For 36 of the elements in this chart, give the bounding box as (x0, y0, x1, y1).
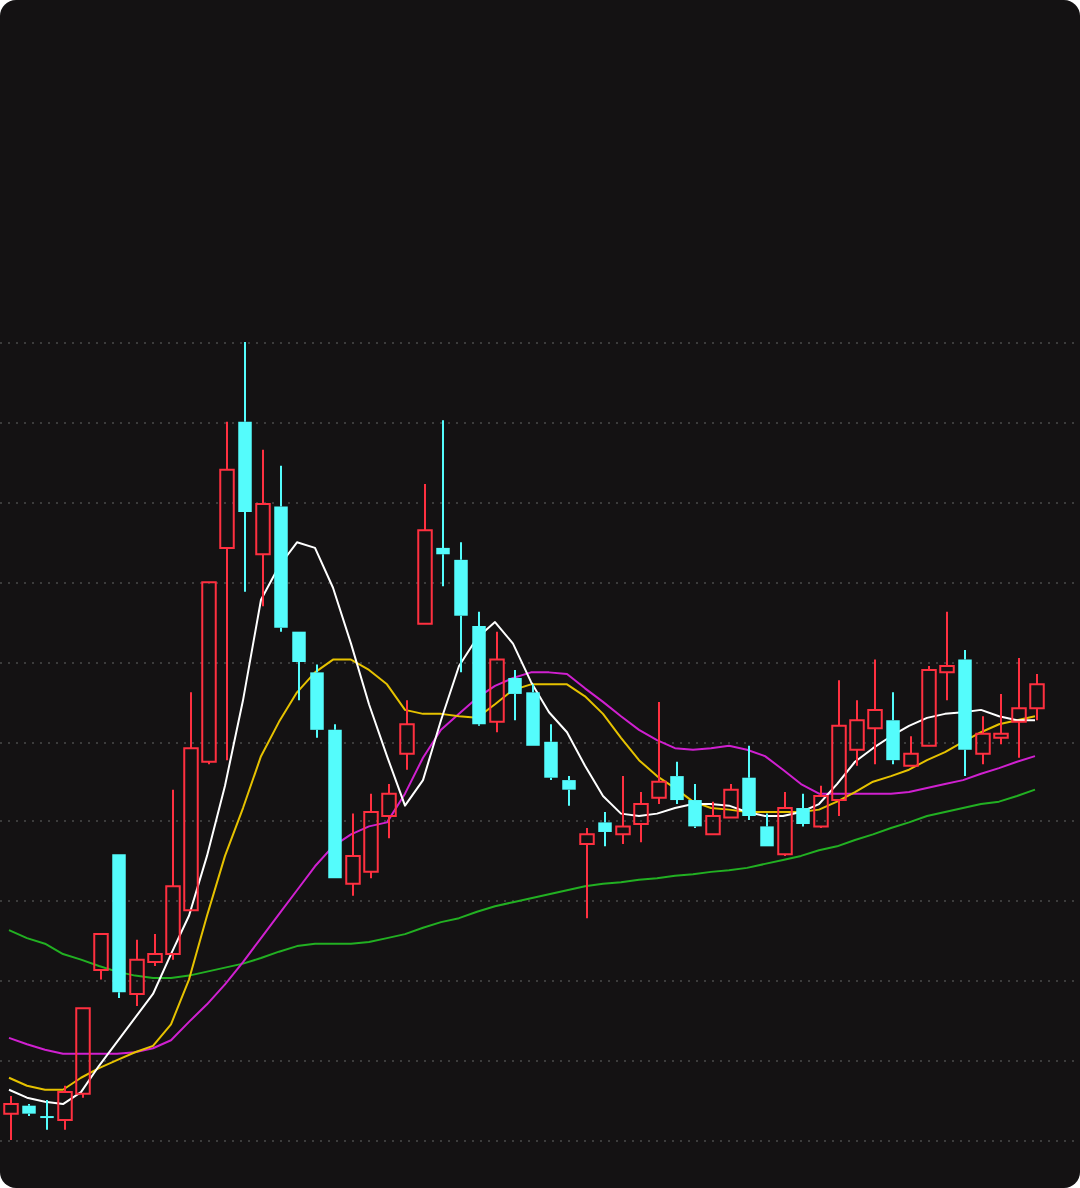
candlestick (886, 691, 900, 766)
candlestick (742, 744, 756, 821)
candlestick (292, 631, 306, 702)
candlestick (3, 1095, 19, 1141)
candlestick (670, 760, 684, 806)
candlestick (526, 683, 540, 746)
candlestick (562, 775, 576, 807)
candlestick (22, 1103, 36, 1118)
candlestick (93, 933, 109, 981)
candlestick (328, 723, 342, 879)
candlestick (472, 610, 486, 727)
candlestick (633, 791, 649, 844)
candlestick (274, 464, 288, 633)
candlestick (508, 668, 522, 722)
candlestick (903, 735, 919, 767)
candlestick (255, 448, 271, 608)
candlestick (238, 341, 252, 593)
candlestick (544, 723, 558, 782)
candlestick (112, 854, 126, 999)
candlestick (579, 826, 595, 920)
candlestick (615, 775, 631, 845)
candlestick (399, 699, 415, 771)
candlestick (219, 420, 235, 762)
candlestick (436, 419, 450, 588)
candlestick (688, 783, 702, 829)
candlestick (598, 811, 612, 848)
candlestick (796, 792, 810, 828)
candlestick (489, 630, 505, 734)
candlestick (417, 483, 433, 625)
candlestick (958, 649, 972, 778)
candlestick (40, 1099, 54, 1131)
candlestick (651, 700, 667, 806)
candlestick (310, 663, 324, 739)
candlestick (454, 541, 468, 674)
candlestick (777, 791, 793, 857)
candlestick (760, 812, 774, 847)
